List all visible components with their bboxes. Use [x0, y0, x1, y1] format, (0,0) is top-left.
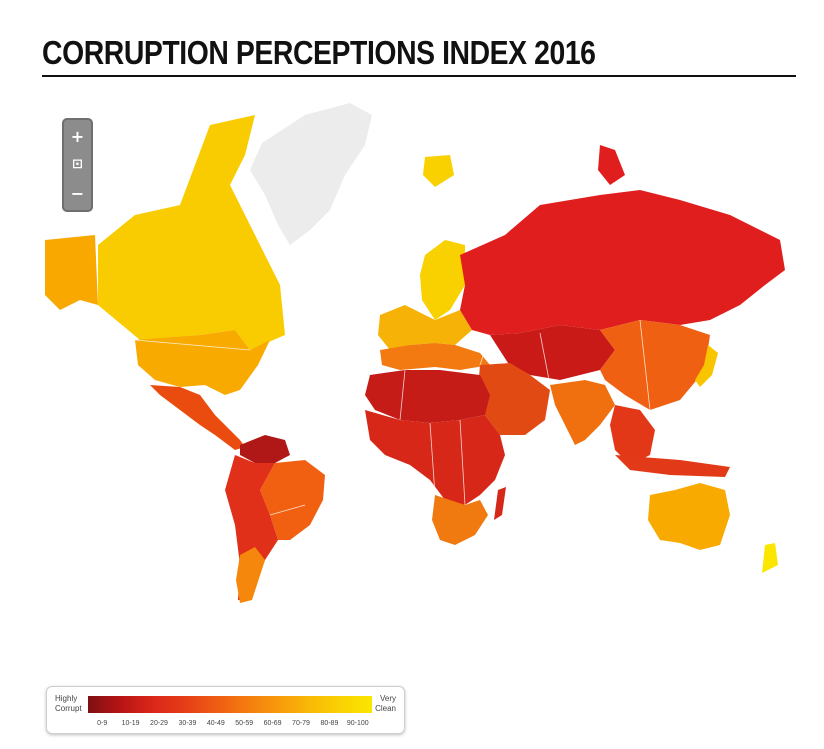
legend-high-label: Very Clean	[375, 694, 396, 713]
country-borders	[134, 319, 651, 516]
middle-east-region[interactable]	[478, 363, 550, 435]
usa-region[interactable]	[135, 330, 270, 395]
zoom-in-button[interactable]: +	[70, 127, 85, 146]
legend-color-bar	[88, 696, 372, 713]
australia-region[interactable]	[648, 483, 730, 550]
western-europe-region[interactable]	[378, 305, 472, 350]
central-asia-region[interactable]	[490, 325, 615, 380]
legend-range-label: 20-29	[150, 720, 168, 727]
western-south-america-region[interactable]	[225, 455, 278, 600]
legend-range-label: 80-89	[320, 720, 339, 727]
mexico-region[interactable]	[150, 385, 245, 450]
greenland-region[interactable]	[250, 103, 372, 245]
legend-ticks: 0-9 10-19 20-29 30-39 40-49 50-59 60-69 70-79 80…	[88, 720, 372, 730]
russia-region[interactable]	[460, 190, 785, 335]
russian-arctic-islands-region[interactable]	[598, 145, 625, 185]
iceland-region[interactable]	[423, 155, 454, 187]
legend-range-label: 30-39	[178, 720, 197, 727]
north-africa-region[interactable]	[365, 370, 490, 423]
southern-europe-region[interactable]	[380, 343, 490, 370]
alaska-region[interactable]	[45, 235, 98, 310]
map-title: CORRUPTION PERCEPTIONS INDEX 2016	[42, 34, 596, 71]
world-map[interactable]	[40, 95, 790, 615]
legend-range-label: 40-49	[206, 720, 225, 727]
south-asia-region[interactable]	[550, 380, 615, 445]
legend-range-label: 50-59	[235, 720, 254, 727]
title-underline	[42, 75, 796, 77]
reset-view-button[interactable]: ⊡	[72, 157, 83, 172]
indonesia-region[interactable]	[615, 455, 730, 477]
legend-range-label: 10-19	[121, 720, 140, 727]
zoom-control: + ⊡ −	[62, 118, 93, 212]
central-africa-region[interactable]	[365, 410, 505, 505]
madagascar-region[interactable]	[494, 487, 506, 520]
japan-region[interactable]	[695, 345, 718, 387]
legend: Highly Corrupt Very Clean 0-9 10-19 20-29 3…	[46, 686, 405, 734]
brazil-region[interactable]	[260, 460, 325, 540]
canada-region[interactable]	[98, 115, 285, 350]
legend-range-label: 0-9	[97, 720, 108, 727]
legend-low-label: Highly Corrupt	[55, 694, 82, 713]
northern-south-america-region[interactable]	[240, 435, 290, 463]
zoom-out-button[interactable]: −	[70, 184, 85, 203]
southern-cone-region[interactable]	[236, 547, 265, 603]
legend-range-label: 60-69	[263, 720, 282, 727]
southeast-asia-region[interactable]	[610, 405, 655, 465]
new-zealand-region[interactable]	[762, 543, 778, 573]
east-asia-region[interactable]	[600, 320, 710, 410]
southern-africa-region[interactable]	[432, 495, 488, 545]
nordic-region[interactable]	[420, 240, 465, 320]
legend-range-label: 90-100	[346, 720, 369, 727]
legend-range-label: 70-79	[292, 720, 310, 727]
